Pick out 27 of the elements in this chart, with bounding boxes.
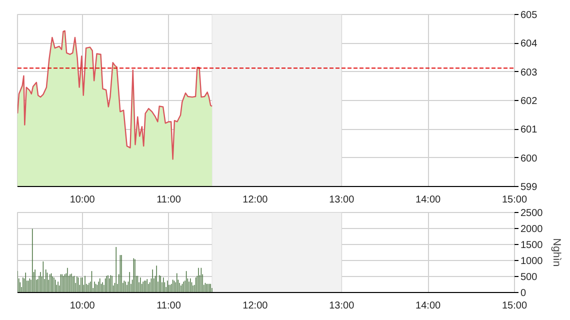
x-tick-label: 13:00 [329, 194, 355, 206]
x-tick-label: 14:00 [416, 300, 442, 312]
y-tick-label: 602 [520, 96, 538, 107]
x-tick-label: 14:00 [416, 194, 442, 206]
x-tick-label: 15:00 [502, 194, 528, 206]
y-tick-label: 500 [520, 272, 538, 283]
y-tick-label: 2000 [520, 224, 544, 235]
y-tick-label: 2500 [520, 208, 544, 219]
y-tick-label: 1500 [520, 240, 544, 251]
x-tick-label: 13:00 [329, 300, 355, 312]
y-tick-label: 605 [520, 10, 538, 21]
y-tick-label: 601 [520, 124, 538, 136]
x-tick-label: 11:00 [156, 300, 182, 312]
x-tick-label: 12:00 [242, 300, 268, 312]
x-tick-label: 11:00 [156, 194, 182, 206]
x-tick-label: 12:00 [242, 194, 268, 206]
x-tick-label: 10:00 [70, 194, 96, 206]
y-tick-label: 604 [520, 38, 538, 50]
x-tick-label: 10:00 [70, 300, 96, 312]
y-axis-title: Nghìn [550, 238, 563, 267]
x-tick-label: 15:00 [502, 300, 528, 312]
y-tick-label: 0 [520, 288, 526, 299]
line-series [18, 30, 213, 160]
y-tick-label: 600 [520, 153, 538, 164]
y-tick-label: 603 [520, 67, 538, 78]
y-tick-label: 1000 [520, 256, 544, 267]
y-tick-label: 599 [520, 182, 538, 193]
